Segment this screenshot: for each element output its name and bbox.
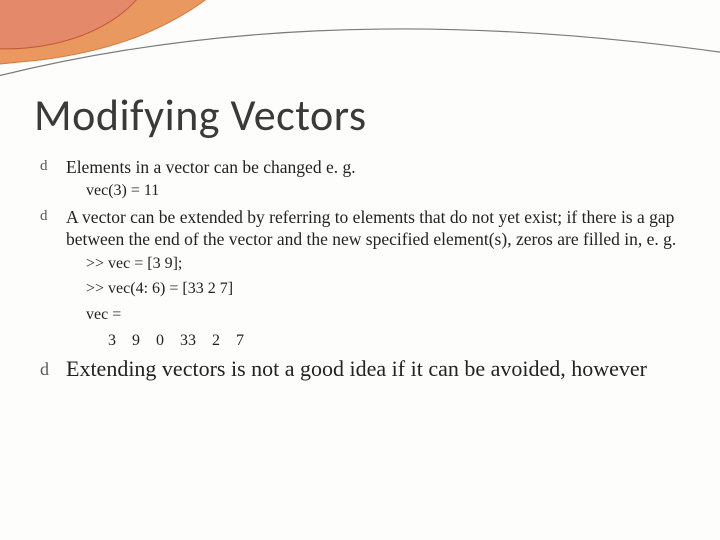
bullet-item: d Extending vectors is not a good idea i…: [40, 355, 686, 383]
bullet-subline: 3 9 0 33 2 7: [40, 330, 686, 352]
vector-values: 3 9 0 33 2 7: [86, 332, 244, 349]
bullet-list: d Elements in a vector can be changed e.…: [34, 156, 686, 383]
bullet-subline: >> vec(4: 6) = [33 2 7]: [40, 278, 686, 300]
bullet-icon: d: [40, 355, 62, 380]
bullet-text: A vector can be extended by referring to…: [66, 206, 686, 251]
slide-content: Modifying Vectors d Elements in a vector…: [0, 0, 720, 540]
bullet-subline: vec =: [40, 304, 686, 326]
bullet-item: d Elements in a vector can be changed e.…: [40, 156, 686, 178]
bullet-icon: d: [40, 156, 62, 175]
bullet-subline: >> vec = [3 9];: [40, 253, 686, 275]
bullet-text: Extending vectors is not a good idea if …: [66, 355, 686, 383]
bullet-icon: d: [40, 206, 62, 225]
bullet-text: Elements in a vector can be changed e. g…: [66, 156, 686, 178]
slide-title: Modifying Vectors: [34, 88, 686, 142]
bullet-item: d A vector can be extended by referring …: [40, 206, 686, 251]
bullet-subline: vec(3) = 11: [40, 180, 686, 202]
